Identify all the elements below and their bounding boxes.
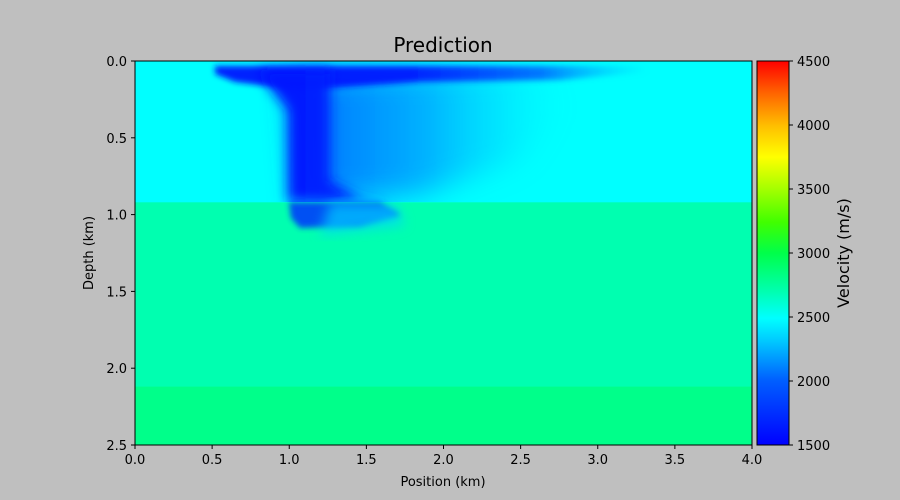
- y-axis-label: Depth (km): [82, 216, 97, 290]
- colorbar-tick-label: 2000: [797, 375, 830, 390]
- anomaly-diffuse-region: [290, 70, 560, 202]
- chart-title: Prediction: [393, 33, 492, 57]
- y-tick-label: 2.0: [106, 362, 127, 377]
- colorbar: [756, 60, 790, 446]
- y-tick-label: 1.0: [106, 209, 127, 224]
- colorbar-tick-label: 2500: [797, 311, 830, 326]
- x-tick-label: 3.0: [587, 453, 608, 468]
- colorbar-tick-label: 3500: [797, 183, 830, 198]
- y-tick-label: 0.5: [106, 132, 127, 147]
- layer-3: [135, 386, 752, 445]
- colorbar-tick-label: 3000: [797, 247, 830, 262]
- low-velocity-anomaly: [215, 66, 650, 202]
- y-axis-ticks: 0.0 0.5 1.0 1.5 2.0 2.5: [106, 55, 135, 454]
- anomaly-body: [258, 70, 395, 202]
- colorbar-tick-label: 1500: [797, 439, 830, 454]
- x-tick-label: 4.0: [742, 453, 763, 468]
- colorbar-tick-label: 4000: [797, 119, 830, 134]
- y-tick-label: 1.5: [106, 285, 127, 300]
- x-tick-label: 2.5: [510, 453, 531, 468]
- x-axis-label: Position (km): [400, 475, 485, 490]
- x-tick-label: 2.0: [433, 453, 454, 468]
- x-tick-label: 3.5: [665, 453, 686, 468]
- anomaly-tail-halo: [320, 203, 405, 235]
- x-tick-label: 0.0: [125, 453, 146, 468]
- x-tick-label: 1.0: [279, 453, 300, 468]
- colorbar-label: Velocity (m/s): [834, 198, 853, 308]
- y-tick-label: 0.0: [106, 55, 127, 70]
- x-tick-label: 1.5: [356, 453, 377, 468]
- layer-2: [135, 202, 752, 388]
- x-tick-label: 0.5: [202, 453, 223, 468]
- y-tick-label: 2.5: [106, 439, 127, 454]
- x-axis-ticks: 0.0 0.5 1.0 1.5 2.0 2.5 3.0 3.5 4.0: [125, 445, 763, 468]
- colorbar-ticks: 1500 2000 2500 3000 3500 4000 4500: [789, 55, 830, 454]
- heatmap-area: [135, 61, 752, 445]
- colorbar-tick-label: 4500: [797, 55, 830, 70]
